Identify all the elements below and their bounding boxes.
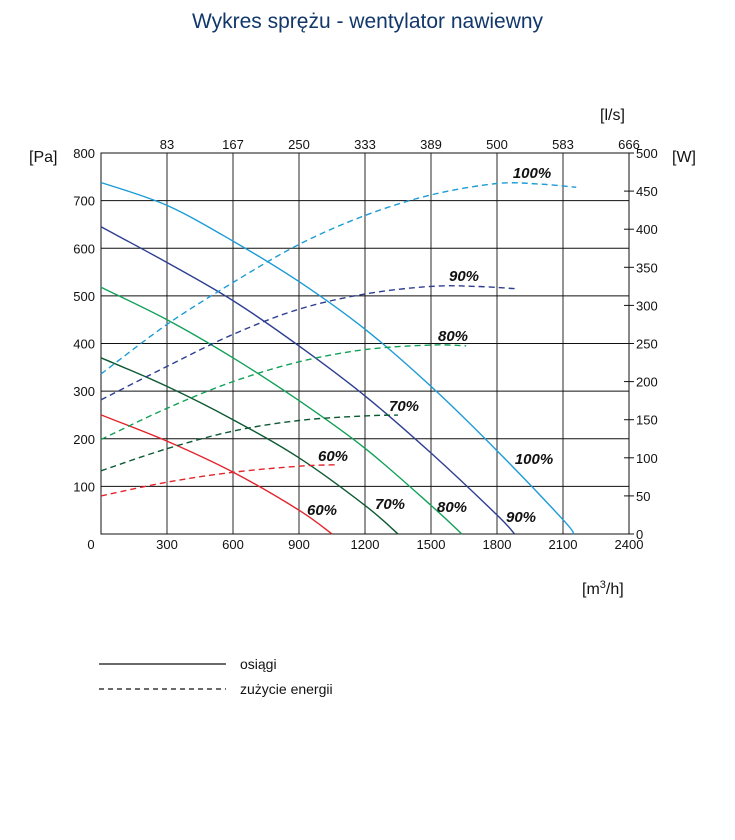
x2-tick-label: 333 — [354, 137, 376, 152]
legend-solid-label: osiągi — [240, 656, 277, 672]
x-tick-label: 2400 — [615, 537, 644, 552]
y-axis-unit: [Pa] — [29, 149, 57, 166]
x2-tick-label: 167 — [222, 137, 244, 152]
performance-label-100: 100% — [515, 451, 553, 468]
y2-tick-label: 0 — [636, 527, 643, 542]
power-label-80: 80% — [438, 328, 468, 345]
performance-curve-100 — [100, 181, 575, 535]
y2-tick-label: 100 — [636, 451, 658, 466]
chart-title: Wykres sprężu - wentylator nawiewny — [191, 10, 544, 33]
y-tick-label: 700 — [73, 194, 95, 209]
y2-tick-label: 300 — [636, 298, 658, 313]
y2-axis-unit: [W] — [672, 149, 696, 166]
y-tick-label: 300 — [73, 384, 95, 399]
x-tick-label: 900 — [288, 537, 310, 552]
performance-label-80: 80% — [437, 499, 467, 516]
power-curve-80 — [100, 344, 467, 441]
x-tick-label: 0 — [87, 537, 94, 552]
power-label-90: 90% — [449, 268, 479, 285]
power-curve-60 — [100, 464, 339, 497]
x-axis-unit: [m3/h] — [582, 579, 624, 598]
x2-tick-label: 250 — [288, 137, 310, 152]
performance-curve-90 — [100, 226, 516, 535]
y-tick-label: 400 — [73, 337, 95, 352]
y2-tick-label: 200 — [636, 375, 658, 390]
performance-curve-80 — [100, 286, 463, 535]
y-tick-label: 100 — [73, 479, 95, 494]
y2-tick-label: 450 — [636, 184, 658, 199]
ticks: 0 300 600 900 1200 1500 1800 2100 24001002003004… — [73, 137, 657, 552]
y-tick-label: 600 — [73, 241, 95, 256]
performance-label-70: 70% — [375, 496, 405, 513]
x-tick-label: 1200 — [351, 537, 380, 552]
y-tick-label: 200 — [73, 432, 95, 447]
curves — [100, 181, 577, 535]
performance-curve-60 — [100, 414, 333, 535]
performance-curve-70 — [100, 357, 399, 535]
x2-tick-label: 500 — [486, 137, 508, 152]
curve-labels: 60% 70% 80% 90% 100% 60% 70% 80% 90% 100% — [307, 165, 553, 526]
power-label-100: 100% — [513, 165, 551, 182]
x2-tick-label: 389 — [420, 137, 442, 152]
performance-label-60: 60% — [307, 502, 337, 519]
legend: osiągi zużycie energii — [99, 656, 333, 697]
x2-tick-label: 83 — [160, 137, 174, 152]
y2-tick-label: 350 — [636, 260, 658, 275]
y-tick-label: 800 — [73, 146, 95, 161]
x-tick-label: 2100 — [549, 537, 578, 552]
legend-dashed-label: zużycie energii — [240, 681, 333, 697]
x-tick-label: 1800 — [483, 537, 512, 552]
y2-tick-label: 500 — [636, 146, 658, 161]
x-tick-label: 300 — [156, 537, 178, 552]
y-tick-label: 500 — [73, 289, 95, 304]
performance-label-90: 90% — [506, 509, 536, 526]
grid — [100, 152, 630, 535]
y2-tick-label: 250 — [636, 337, 658, 352]
y2-tick-label: 400 — [636, 222, 658, 237]
power-curve-90 — [100, 285, 515, 401]
y2-tick-label: 150 — [636, 413, 658, 428]
x-tick-label: 600 — [222, 537, 244, 552]
x-tick-label: 1500 — [417, 537, 446, 552]
power-label-60: 60% — [318, 448, 348, 465]
x2-tick-label: 666 — [618, 137, 640, 152]
power-curve-100 — [100, 182, 577, 375]
power-label-70: 70% — [389, 398, 419, 415]
y2-tick-label: 50 — [636, 489, 650, 504]
x2-axis-unit: [l/s] — [600, 107, 625, 124]
power-curve-70 — [100, 414, 399, 472]
x2-tick-label: 583 — [552, 137, 574, 152]
